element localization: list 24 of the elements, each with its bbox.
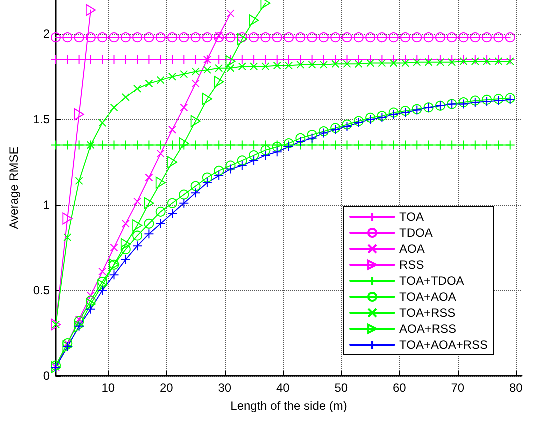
x-axis-title: Length of the side (m) [230, 399, 348, 413]
legend-label: AOA+RSS [400, 322, 457, 336]
x-tick-label: 80 [509, 381, 524, 395]
y-tick-label: 1 [43, 198, 50, 212]
y-tick-label: 0 [43, 369, 50, 383]
y-axis-title: Average RMSE [7, 146, 21, 230]
x-tick-label: 60 [392, 381, 407, 395]
x-tick-label: 30 [218, 381, 232, 395]
x-tick-label: 40 [276, 381, 290, 395]
y-tick-label: 2 [43, 27, 50, 42]
y-tick-label: 0.5 [33, 284, 50, 298]
x-tick-label: 50 [334, 381, 348, 395]
legend-label: TOA+AOA [400, 290, 456, 304]
legend-label: TOA+RSS [400, 306, 456, 320]
legend-label: TOA+AOA+RSS [400, 338, 488, 352]
legend-label: AOA [400, 242, 425, 256]
x-tick-label: 70 [451, 381, 465, 395]
legend-label: TDOA [400, 226, 433, 240]
legend-label: TOA+TDOA [400, 274, 464, 288]
x-tick-label: 20 [160, 381, 174, 395]
y-tick-label: 1.5 [33, 112, 50, 127]
x-tick-label: 10 [102, 381, 116, 395]
legend-label: TOA [400, 210, 424, 224]
legend-label: RSS [400, 258, 424, 272]
